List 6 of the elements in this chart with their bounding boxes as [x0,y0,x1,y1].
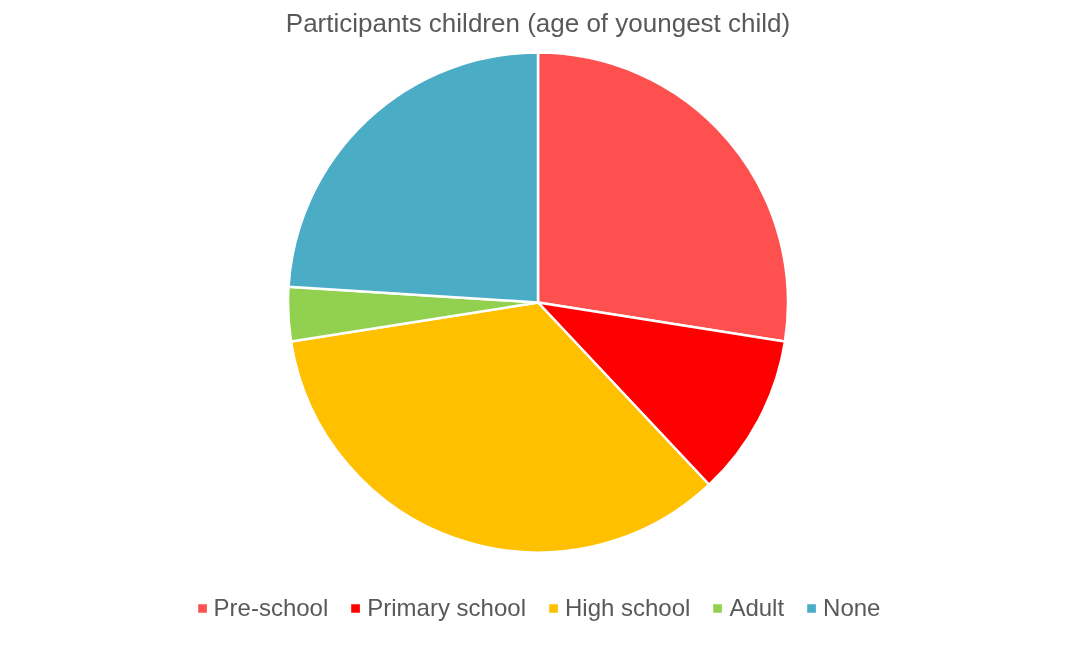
chart-title: Participants children (age of youngest child) [285,7,791,38]
legend-label: Primary school [367,594,526,622]
legend-label: None [823,594,881,622]
legend-label: High school [564,594,691,622]
legend-label: Adult [729,594,785,622]
legend-label: Pre-school [213,594,329,622]
